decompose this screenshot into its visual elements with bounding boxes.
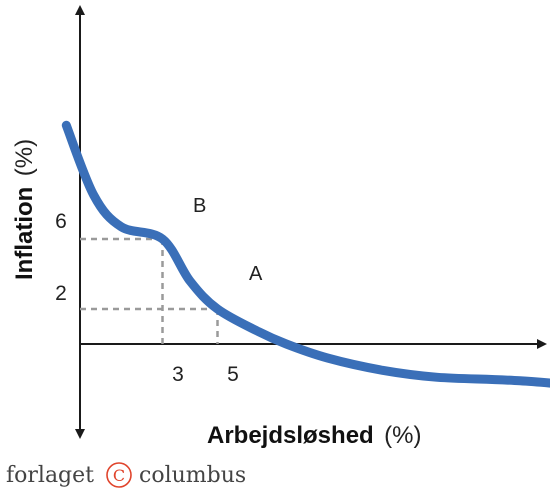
x-axis-title-bold: Arbejdsløshed — [207, 422, 374, 449]
y-axis-title-unit: (%) — [11, 139, 38, 176]
y-tick-label-6: 6 — [55, 210, 67, 233]
phillips-curve — [61, 120, 550, 388]
point-label-a: A — [249, 263, 263, 285]
guide-lines — [80, 237, 219, 344]
logo-mark: C — [113, 466, 125, 485]
y-axis-title-bold: Inflation — [11, 187, 38, 280]
point-label-b: B — [193, 195, 206, 217]
x-tick-label-3: 3 — [172, 363, 184, 386]
logo-text-left: forlaget — [6, 463, 94, 488]
logo-copyright-circle-icon — [106, 462, 132, 488]
logo-text-right: columbus — [139, 463, 246, 488]
y-tick-label-2: 2 — [55, 282, 67, 305]
y-axis-title: Inflation (%) — [11, 139, 38, 280]
x-axis-title-unit: (%) — [384, 422, 421, 449]
x-tick-label-5: 5 — [227, 363, 239, 386]
x-axis-title: Arbejdsløshed (%) — [207, 422, 421, 449]
publisher-logo: forlaget C columbus — [6, 462, 246, 488]
